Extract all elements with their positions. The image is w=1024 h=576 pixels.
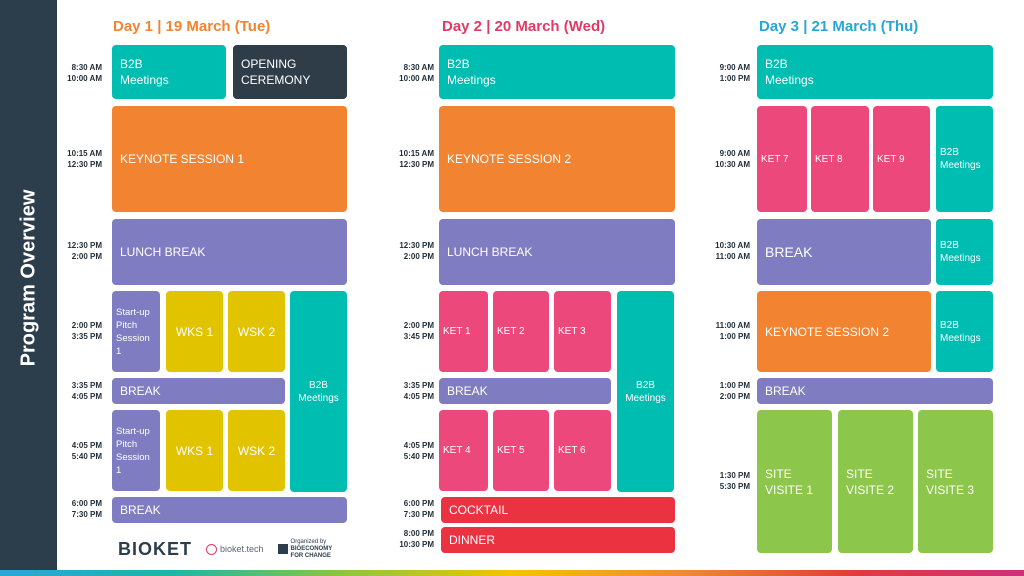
time-label: 12:30 PM 2:00 PM — [67, 241, 102, 261]
break-block[interactable]: BREAK — [757, 219, 931, 285]
ket3-block[interactable]: KET 3 — [554, 291, 611, 372]
cocktail-block[interactable]: COCKTAIL — [441, 497, 675, 523]
time-label: 2:00 PM 3:45 PM — [403, 321, 434, 341]
wsk2-block[interactable]: WSK 2 — [228, 410, 285, 491]
time-label: 6:00 PM 7:30 PM — [71, 499, 102, 519]
time-label: 1:30 PM 5:30 PM — [719, 471, 750, 491]
day1-title: Day 1 | 19 March (Tue) — [113, 18, 271, 35]
b2b-meetings-block[interactable]: B2B Meetings — [936, 291, 993, 372]
sidebar-title: Program Overview — [17, 189, 40, 367]
break-block[interactable]: BREAK — [112, 378, 285, 404]
footer-logos: BIOKET bioket.tech Organized by BIOECONO… — [118, 536, 332, 562]
organizer-name: BIOECONOMY FOR CHANGE — [290, 545, 333, 559]
time-label: 10:30 AM 11:00 AM — [715, 241, 750, 261]
organizer-label: Organized by — [290, 538, 327, 545]
startup-pitch-block[interactable]: Start-up Pitch Session 1 — [112, 410, 160, 491]
b2b-meetings-block[interactable]: B2B Meetings — [112, 45, 226, 99]
keynote-session-1-block[interactable]: KEYNOTE SESSION 1 — [112, 106, 347, 212]
time-label: 12:30 PM 2:00 PM — [399, 241, 434, 261]
wks1-block[interactable]: WKS 1 — [166, 291, 223, 372]
day3-title: Day 3 | 21 March (Thu) — [759, 18, 919, 35]
lunch-break-block[interactable]: LUNCH BREAK — [439, 219, 675, 285]
site-visit-3-block[interactable]: SITE VISITE 3 — [918, 410, 993, 553]
dinner-block[interactable]: DINNER — [441, 527, 675, 553]
site-visit-2-block[interactable]: SITE VISITE 2 — [838, 410, 913, 553]
ket8-block[interactable]: KET 8 — [811, 106, 869, 212]
time-label: 3:35 PM 4:05 PM — [403, 381, 434, 401]
ket1-block[interactable]: KET 1 — [439, 291, 488, 372]
time-label: 8:30 AM 10:00 AM — [67, 63, 102, 83]
time-label: 8:30 AM 10:00 AM — [399, 63, 434, 83]
day2-title: Day 2 | 20 March (Wed) — [442, 18, 606, 35]
time-label: 8:00 PM 10:30 PM — [399, 529, 434, 549]
time-label: 3:35 PM 4:05 PM — [71, 381, 102, 401]
wsk2-block[interactable]: WSK 2 — [228, 291, 285, 372]
time-label: 4:05 PM 5:40 PM — [71, 441, 102, 461]
ket7-block[interactable]: KET 7 — [757, 106, 807, 212]
keynote-session-2-block[interactable]: KEYNOTE SESSION 2 — [757, 291, 931, 372]
b2b-meetings-block[interactable]: B2B Meetings — [936, 219, 993, 285]
opening-ceremony-block[interactable]: OPENING CEREMONY — [233, 45, 347, 99]
keynote-session-2-block[interactable]: KEYNOTE SESSION 2 — [439, 106, 675, 212]
break-block[interactable]: BREAK — [112, 497, 347, 523]
time-label: 10:15 AM 12:30 PM — [67, 149, 102, 169]
ket9-block[interactable]: KET 9 — [873, 106, 930, 212]
ket6-block[interactable]: KET 6 — [554, 410, 611, 491]
time-label: 10:15 AM 12:30 PM — [399, 149, 434, 169]
b2b-meetings-block[interactable]: B2B Meetings — [439, 45, 675, 99]
b2b-meetings-block[interactable]: B2B Meetings — [290, 291, 347, 492]
site-link[interactable]: bioket.tech — [206, 543, 264, 555]
break-block[interactable]: BREAK — [757, 378, 993, 404]
organizer-icon — [277, 544, 288, 554]
lunch-break-block[interactable]: LUNCH BREAK — [112, 219, 347, 285]
b2b-meetings-block[interactable]: B2B Meetings — [617, 291, 674, 492]
ket5-block[interactable]: KET 5 — [493, 410, 549, 491]
bottom-gradient-strip — [0, 570, 1024, 576]
site-visit-1-block[interactable]: SITE VISITE 1 — [757, 410, 832, 553]
time-label: 4:05 PM 5:40 PM — [403, 441, 434, 461]
bioket-logo: BIOKET — [118, 538, 193, 559]
ket2-block[interactable]: KET 2 — [493, 291, 549, 372]
b2b-meetings-block[interactable]: B2B Meetings — [936, 106, 993, 212]
ket4-block[interactable]: KET 4 — [439, 410, 488, 491]
sidebar: Program Overview — [0, 0, 57, 576]
time-label: 2:00 PM 3:35 PM — [71, 321, 102, 341]
time-label: 6:00 PM 7:30 PM — [403, 499, 434, 519]
organizer-logo: Organized by BIOECONOMY FOR CHANGE — [277, 538, 333, 560]
time-label: 9:00 AM 1:00 PM — [719, 63, 750, 83]
time-label: 9:00 AM 10:30 AM — [715, 149, 750, 169]
globe-icon — [206, 543, 218, 555]
startup-pitch-block[interactable]: Start-up Pitch Session 1 — [112, 291, 160, 372]
site-label: bioket.tech — [220, 544, 264, 554]
break-block[interactable]: BREAK — [439, 378, 611, 404]
time-label: 1:00 PM 2:00 PM — [719, 381, 750, 401]
time-label: 11:00 AM 1:00 PM — [715, 321, 750, 341]
wks1-block[interactable]: WKS 1 — [166, 410, 223, 491]
b2b-meetings-block[interactable]: B2B Meetings — [757, 45, 993, 99]
